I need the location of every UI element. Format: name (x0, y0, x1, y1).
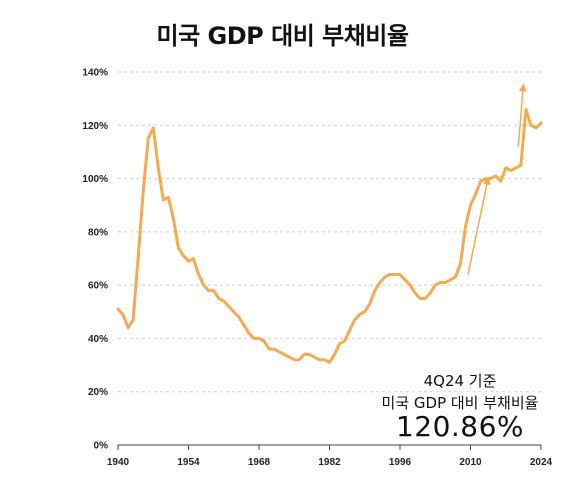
series-layer (116, 107, 543, 364)
y-tick-label: 60% (88, 281, 108, 292)
x-tick-label: 1940 (107, 457, 130, 468)
x-tick-label: 1968 (248, 457, 271, 468)
x-tick-label: 1982 (318, 457, 341, 468)
x-tick-label: 1954 (177, 457, 200, 468)
chart-title: 미국 GDP 대비 부채비율 (156, 22, 409, 50)
y-tick-label: 40% (88, 334, 108, 345)
debt-to-gdp-line (116, 107, 543, 364)
annotation-value: 120.86% (395, 410, 525, 443)
y-tick-label: 100% (82, 174, 108, 185)
x-tick-label: 1996 (389, 457, 412, 468)
x-tick-label: 2024 (530, 457, 553, 468)
y-tick-label: 120% (82, 121, 108, 132)
grid-lines (118, 71, 541, 393)
annotation-label: 미국 GDP 대비 부채비율 (381, 394, 539, 412)
y-tick-label: 20% (88, 387, 108, 398)
trend-arrow (517, 83, 527, 147)
y-tick-label: 0% (94, 441, 109, 452)
trend-arrows (467, 83, 527, 275)
annotation-date: 4Q24 기준 (423, 372, 497, 390)
x-tick-label: 2010 (459, 457, 482, 468)
y-tick-label: 80% (88, 227, 108, 238)
axes: 0% 20% 40% 60% 80% 100% 120% 140% 1940 1954 1968 19… (82, 68, 552, 469)
y-tick-label: 140% (82, 68, 108, 79)
trend-arrow (467, 176, 491, 275)
